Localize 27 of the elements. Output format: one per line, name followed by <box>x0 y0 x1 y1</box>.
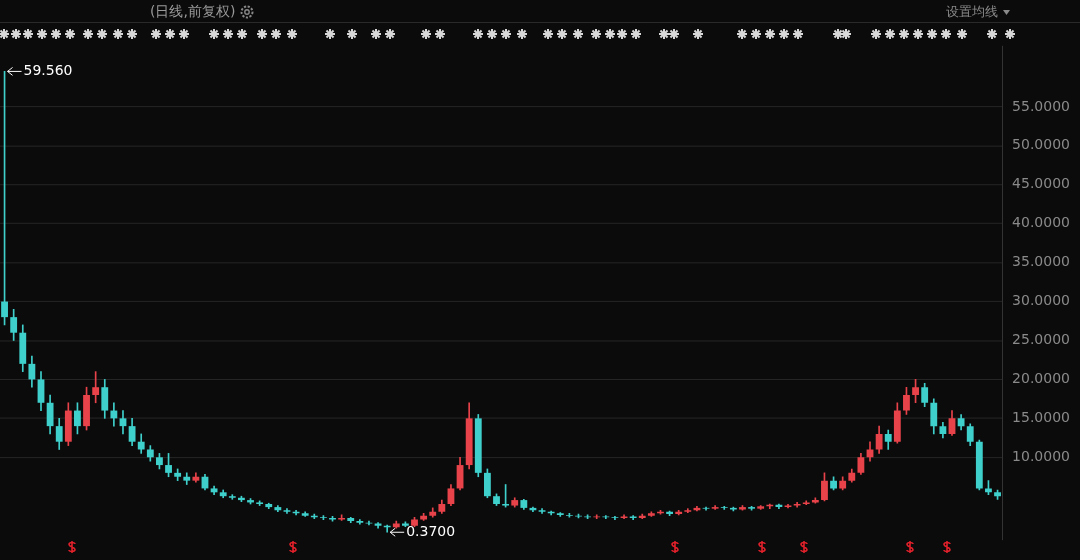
y-tick-label: 20.0000 <box>1012 370 1070 386</box>
y-tick-label: 40.0000 <box>1012 214 1070 231</box>
candlestick <box>711 505 719 510</box>
y-tick-label: 55.0000 <box>1012 97 1070 114</box>
candlestick <box>356 519 364 525</box>
y-tick-label: 25.0000 <box>1012 331 1070 348</box>
candlestick <box>556 512 564 517</box>
annotation: 59.560 <box>23 62 73 78</box>
candlestick <box>602 515 610 520</box>
y-tick-label: 15.0000 <box>1012 409 1070 425</box>
annotation: 0.3700 <box>406 522 456 539</box>
candlestick <box>720 506 728 510</box>
text: 设置均线 <box>946 4 998 19</box>
candlestick <box>684 508 692 513</box>
y-tick-label: 50.0000 <box>1012 136 1070 153</box>
candlestick <box>629 515 637 520</box>
candlestick <box>593 514 601 520</box>
candlestick <box>228 494 236 500</box>
y-tick-label: 35.0000 <box>1012 253 1070 270</box>
candlestick <box>301 511 309 517</box>
chart-subtitle: (日线,前复权) <box>150 3 236 21</box>
candlestick <box>757 505 765 510</box>
y-tick-label: 45.0000 <box>1012 175 1070 192</box>
y-tick-label: 10.0000 <box>1012 447 1070 464</box>
candlestick <box>793 502 801 508</box>
candlestick <box>802 500 810 506</box>
y-tick-label: 30.0000 <box>1012 292 1070 309</box>
